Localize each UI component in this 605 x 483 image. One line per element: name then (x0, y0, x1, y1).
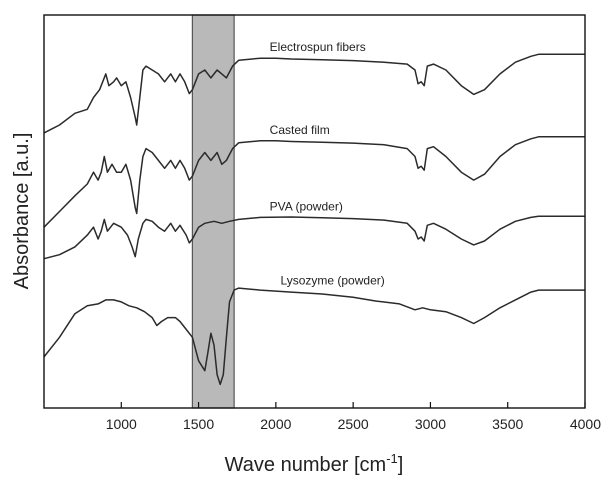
x-axis-title: Wave number [cm-1] (225, 451, 404, 476)
x-tick-label: 4000 (570, 416, 601, 432)
x-tick-label: 3500 (492, 416, 523, 432)
plot-frame (43, 14, 586, 409)
series-label-2: PVA (powder) (270, 199, 343, 213)
series-label-1: Casted film (270, 123, 330, 137)
x-tick-label: 1500 (183, 416, 214, 432)
series-line-3 (43, 287, 585, 386)
series-label-0: Electrospun fibers (270, 40, 366, 54)
x-tick-label: 2500 (338, 416, 369, 432)
x-tick-label: 3000 (415, 416, 446, 432)
series-label-3: Lysozyme (powder) (280, 273, 384, 287)
y-axis-title: Absorbance [a.u.] (11, 133, 33, 290)
x-tick-label: 1000 (106, 416, 137, 432)
series-line-1 (43, 136, 585, 228)
series-line-2 (43, 215, 585, 260)
x-axis-ticks: 1000 1500 2000 2500 3000 3500 4000 (106, 402, 601, 432)
x-tick-label: 2000 (260, 416, 291, 432)
series-line-0 (43, 53, 585, 134)
series-layer: Electrospun fibers Casted film PVA (powder… (43, 40, 585, 386)
